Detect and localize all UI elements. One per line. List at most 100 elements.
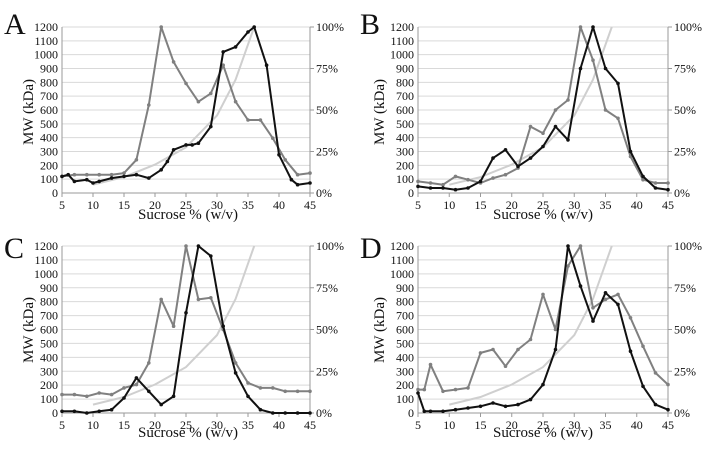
panel-d-y-tick-label: 300: [396, 364, 414, 378]
panel-a-x-tick-label: 30: [211, 198, 223, 212]
panel-c-y-tick-label: 300: [40, 364, 58, 378]
panel-c-x-tick-label: 35: [242, 418, 254, 432]
panel-d-black-series-point: [653, 402, 658, 407]
panel-d-gray-series-point: [566, 264, 570, 268]
panel-d-x-tick-label: 30: [568, 418, 580, 432]
panel-d-black-series-point: [553, 347, 558, 352]
panel-a-black-series-point: [66, 172, 70, 177]
panel-b-y2-tick-label: 100%: [674, 20, 702, 34]
panel-a-black-series-point: [97, 179, 101, 184]
panel-c-y2-tick-label: 75%: [316, 281, 338, 295]
panel-a-gray-series-point: [295, 172, 300, 177]
panel-d-y-tick-label: 1100: [390, 253, 414, 267]
panel-c-black-series-point: [233, 371, 238, 375]
panel-b-black-series-point: [416, 184, 420, 189]
panel-d-black-series-point: [641, 384, 645, 389]
panel-b-x-tick-label: 35: [600, 198, 612, 212]
panel-b-black-series-point: [503, 148, 508, 152]
panel-c-gray-series-point: [184, 244, 188, 248]
panel-a-y2-tick-label: 100%: [316, 20, 344, 34]
panel-d-y2-tick-label: 25%: [674, 364, 696, 378]
panel-c-y-tick-label: 100: [40, 392, 58, 406]
panel-c-y-tick-label: 700: [40, 309, 58, 323]
panel-d-gray-series-point: [578, 244, 583, 248]
panel-b-gray-series-point: [641, 177, 645, 182]
panel-d-gray-series-point: [466, 386, 470, 390]
panel-a-gray-series-point: [122, 171, 126, 175]
panel-a-y-tick-label: 800: [40, 75, 58, 89]
panel-a-gray-series-point: [72, 172, 77, 177]
panel-a-y-tick-label: 600: [40, 103, 58, 117]
panel-b-gray-series-point: [441, 182, 445, 187]
panel-c-ylabel: MW (kDa): [21, 297, 37, 363]
panel-b-y-tick-label: 1000: [390, 48, 414, 62]
panel-d-black-series-point: [422, 409, 427, 414]
panel-d-x-tick-label: 45: [662, 418, 674, 432]
panel-c-plot: 0100200300400500600700800900100011001200…: [34, 239, 344, 432]
panel-b-gray-series-point: [453, 174, 458, 179]
panel-c-black-series-point: [258, 407, 263, 412]
panel-d-black-series-point: [566, 244, 570, 248]
panel-d-black-series-point: [466, 406, 470, 410]
panel-label-c: C: [4, 232, 24, 265]
panel-a-y-tick-label: 300: [40, 145, 58, 159]
panel-b-black-series-point: [666, 187, 670, 192]
panel-b-gray-series-point: [428, 181, 433, 185]
panel-a-gray-series-point: [209, 91, 213, 96]
panel-a-black-series-point: [91, 181, 95, 185]
panel-a-gray-series-point: [85, 172, 89, 177]
panel-a-y-tick-label: 100: [40, 172, 58, 186]
panel-d-black-series-point: [453, 407, 458, 412]
panel-a-black-series-line: [61, 26, 311, 186]
panel-b-black-series-point: [528, 156, 533, 160]
panel-c-black-series-point: [295, 411, 300, 415]
panel-c-gray-series-point: [134, 382, 139, 387]
panel-c-black-series-point: [159, 402, 163, 407]
panel-c-x-tick-label: 5: [59, 418, 65, 432]
panel-c-black-series-point: [147, 389, 151, 394]
panel-d-gray-series-point: [641, 344, 645, 349]
panel-d-y-tick-label: 200: [396, 378, 414, 392]
panel-a-gray-series-point: [283, 158, 288, 162]
panel-a-black-series-point: [264, 63, 269, 67]
panel-d-black-series-point: [416, 391, 420, 395]
panel-c-black-series-point: [72, 409, 77, 414]
panel-b-black-series-point: [441, 186, 445, 190]
panel-b-gray-series-point: [466, 177, 470, 182]
panel-c-black-series-point: [60, 409, 64, 414]
panel-b-black-series-point: [428, 186, 433, 190]
panel-c-y2-tick-label: 50%: [316, 323, 338, 337]
panel-c-gray-series-point: [308, 389, 312, 394]
panel-b: B MW (kDa) Sucrose % (w/v) 0100200300400…: [360, 8, 702, 223]
panel-d-gray-series-point: [441, 389, 445, 394]
panel-b-black-series-point: [628, 149, 633, 154]
panel-c-gray-series-point: [122, 386, 126, 390]
panel-c-gray-series-line: [62, 245, 310, 398]
panel-a-y-tick-label: 900: [40, 62, 58, 76]
panel-a-black-series-point: [159, 168, 163, 172]
panel-b-gray-series-point: [578, 25, 583, 29]
panel-d-x-tick-label: 5: [415, 418, 421, 432]
panel-b-y-tick-label: 300: [396, 145, 414, 159]
panel-a-gray-series-point: [308, 171, 312, 175]
panel-a-y-tick-label: 0: [52, 186, 58, 200]
panel-d-x-tick-label: 15: [475, 418, 487, 432]
panel-a-black-series-point: [72, 179, 77, 184]
panel-d-black-series-point: [516, 402, 520, 407]
panel-c-x-tick-label: 25: [180, 418, 192, 432]
panel-d-black-series-point: [591, 319, 595, 323]
panel-b-gray-series-point: [491, 176, 495, 180]
panel-c-gray-series-point: [283, 389, 288, 394]
panel-a-y-tick-label: 1000: [34, 48, 58, 62]
panel-a-gray-series-point: [134, 158, 139, 162]
panel-c-y2-tick-label: 0%: [316, 406, 332, 420]
panel-b-black-series-point: [553, 124, 558, 129]
panel-b-gray-series-point: [528, 124, 533, 129]
panel-a-gray-series-point: [221, 63, 225, 67]
panel-c-y-tick-label: 800: [40, 295, 58, 309]
panel-d-black-series-point: [441, 409, 445, 414]
panel-d-black-series-point: [603, 291, 608, 295]
panel-d-gray-series-point: [666, 382, 670, 387]
panel-b-gray-series-point: [416, 179, 420, 184]
